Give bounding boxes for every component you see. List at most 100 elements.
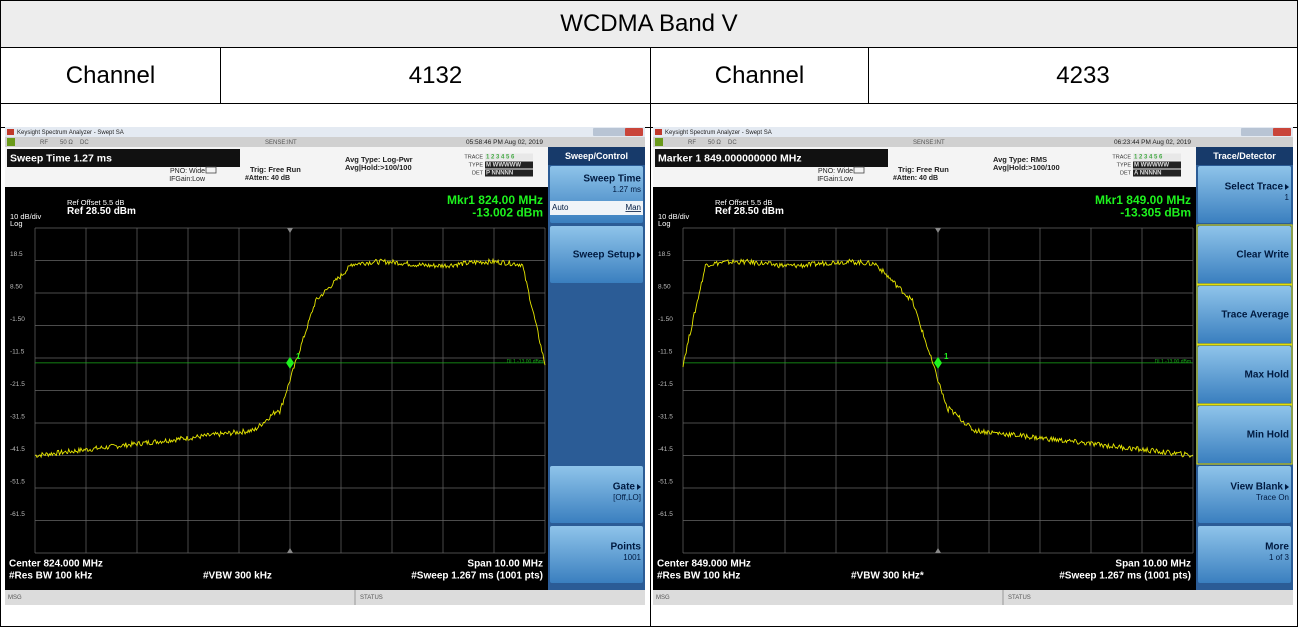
trace-row-bg bbox=[1133, 153, 1181, 161]
trace-row-label: TYPE bbox=[469, 162, 484, 168]
softkey-label: Gate bbox=[613, 482, 636, 493]
active-function-text: Sweep Time 1.27 ms bbox=[10, 152, 112, 164]
window-title: Keysight Spectrum Analyzer - Swept SA bbox=[665, 130, 772, 136]
menu-title: Sweep/Control bbox=[565, 151, 628, 161]
softkey-option: Auto bbox=[552, 203, 569, 212]
softkey-label: Max Hold bbox=[1245, 370, 1289, 381]
softkey-label: More bbox=[1265, 542, 1289, 553]
avg-hold: Avg|Hold:>100/100 bbox=[345, 163, 412, 172]
softkey-highlight bbox=[1196, 344, 1293, 405]
message-bar bbox=[5, 590, 645, 605]
spacer-cell bbox=[0, 103, 651, 128]
screen bbox=[653, 187, 1196, 590]
y-tick-label: -41.5 bbox=[10, 446, 25, 453]
channel-label: Channel bbox=[650, 47, 869, 104]
y-tick-label: -11.5 bbox=[658, 349, 673, 356]
marker bbox=[286, 356, 294, 369]
span: Span 10.00 MHz bbox=[1115, 559, 1191, 570]
scale: 10 dB/div bbox=[10, 212, 42, 221]
softkey-options bbox=[550, 201, 643, 215]
softkey-label: View Blank bbox=[1230, 482, 1283, 493]
close-button bbox=[1273, 128, 1291, 136]
softkey-arrow bbox=[637, 484, 641, 490]
trace-row-label: TRACE bbox=[464, 154, 483, 160]
menu-title: Trace/Detector bbox=[1213, 151, 1276, 161]
trace bbox=[682, 258, 1194, 458]
softkey-label: Points bbox=[610, 542, 641, 553]
softkey bbox=[1198, 166, 1291, 223]
trig: Trig: Free Run bbox=[250, 165, 301, 174]
channel-value: 4233 bbox=[868, 47, 1298, 104]
trace-row-bg bbox=[485, 153, 533, 161]
softkey-label: Sweep Time bbox=[583, 174, 641, 185]
pno-icon bbox=[853, 166, 865, 174]
y-tick-label: -31.5 bbox=[658, 414, 673, 421]
softkey-sub: [Off,LO] bbox=[613, 493, 641, 502]
softkey-highlight bbox=[1196, 224, 1293, 285]
message: MSG bbox=[8, 595, 22, 601]
pno-icon bbox=[205, 166, 217, 174]
rbw: #Res BW 100 kHz bbox=[9, 571, 92, 582]
softkey-sub: 1 of 3 bbox=[1269, 553, 1290, 562]
trace-row-label: TYPE bbox=[1117, 162, 1132, 168]
status-label: STATUS bbox=[360, 595, 383, 601]
vbw: #VBW 300 kHz bbox=[203, 571, 272, 582]
y-tick-label: -11.5 bbox=[10, 349, 25, 356]
softkey-label: Trace Average bbox=[1221, 310, 1289, 321]
softkey-arrow bbox=[637, 252, 641, 258]
atten: #Atten: 40 dB bbox=[893, 175, 938, 182]
datetime: 05:58:46 PM Aug 02, 2019 bbox=[466, 139, 543, 146]
softkey-label: Min Hold bbox=[1247, 430, 1289, 441]
trace-row-bg bbox=[485, 161, 533, 169]
trace-row-value: 1 2 3 4 5 6 bbox=[1134, 155, 1163, 161]
atten: #Atten: 40 dB bbox=[245, 175, 290, 182]
softkey-sub: 1 bbox=[1285, 193, 1290, 202]
title-bar bbox=[5, 127, 645, 137]
window-title: Keysight Spectrum Analyzer - Swept SA bbox=[17, 130, 124, 136]
softkey bbox=[550, 466, 643, 523]
softkey-label: Sweep Setup bbox=[573, 250, 635, 261]
status-item: DC bbox=[728, 140, 737, 146]
status-item: DC bbox=[80, 140, 89, 146]
message: MSG bbox=[656, 595, 670, 601]
datetime: 06:23:44 PM Aug 02, 2019 bbox=[1114, 139, 1191, 146]
status-item: RF bbox=[40, 140, 48, 146]
softkey-option: Man bbox=[625, 203, 641, 212]
trig: Trig: Free Run bbox=[898, 165, 949, 174]
span: Span 10.00 MHz bbox=[467, 559, 543, 570]
status-item: RF bbox=[688, 140, 696, 146]
softkey bbox=[550, 526, 643, 583]
ifgain: IFGain:Low bbox=[169, 176, 206, 183]
sweep: #Sweep 1.267 ms (1001 pts) bbox=[411, 571, 543, 582]
menu-title-bg bbox=[548, 147, 645, 165]
ref-offset: Ref Offset 5.5 dB bbox=[715, 198, 772, 207]
marker-level: -13.305 dBm bbox=[1120, 206, 1191, 220]
softkey-arrow bbox=[1285, 484, 1289, 490]
status-icon bbox=[655, 138, 663, 146]
channel-label: Channel bbox=[0, 47, 221, 104]
menu-title-bg bbox=[1196, 147, 1293, 165]
trace-row-value: P NNNNN bbox=[486, 171, 513, 177]
softkey bbox=[1198, 346, 1291, 403]
trace-row-label: TRACE bbox=[1112, 154, 1131, 160]
trace-row-label: DET bbox=[1120, 170, 1132, 176]
screen bbox=[5, 187, 548, 590]
softkey-highlight bbox=[1196, 404, 1293, 465]
ref-level: Ref 28.50 dBm bbox=[67, 206, 136, 217]
sense: SENSE:INT bbox=[265, 140, 297, 146]
softkey bbox=[1198, 526, 1291, 583]
display-line-label: DL1 -13.00 dBm bbox=[507, 359, 543, 365]
sweep: #Sweep 1.267 ms (1001 pts) bbox=[1059, 571, 1191, 582]
trace-row-value: M WWWWW bbox=[1134, 163, 1169, 169]
y-tick-label: -61.5 bbox=[658, 511, 673, 518]
trace-row-bg bbox=[485, 169, 533, 177]
app-icon bbox=[7, 129, 14, 135]
active-function bbox=[7, 149, 240, 167]
y-tick-label: -51.5 bbox=[658, 479, 673, 486]
ref-offset: Ref Offset 5.5 dB bbox=[67, 198, 124, 207]
softkey bbox=[1198, 226, 1291, 283]
marker bbox=[934, 356, 942, 369]
trace-row-value: M WWWWW bbox=[486, 163, 521, 169]
center: Center 824.000 MHz bbox=[9, 559, 103, 570]
message-bar bbox=[653, 590, 1293, 605]
